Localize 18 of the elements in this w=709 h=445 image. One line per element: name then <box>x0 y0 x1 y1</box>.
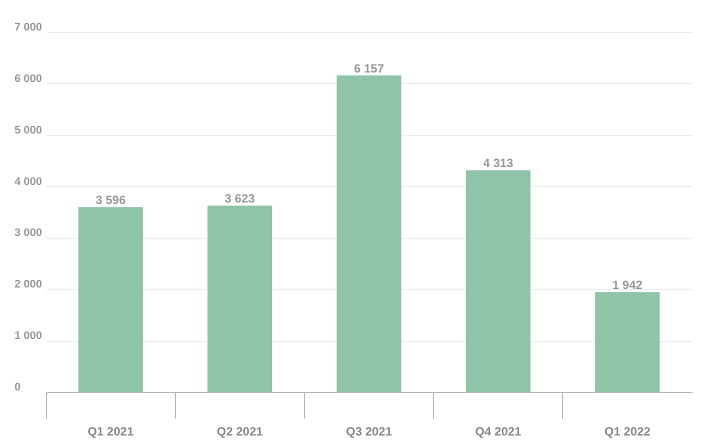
data-label: 3 596 <box>96 193 126 208</box>
y-tick-label: 4 000 <box>14 176 42 188</box>
x-tick-label: Q3 2021 <box>346 424 392 438</box>
y-tick-label: 1 000 <box>14 330 42 342</box>
data-label: 1 942 <box>612 278 643 292</box>
x-tick-label: Q4 2021 <box>475 424 522 438</box>
data-label: 6 157 <box>354 61 384 76</box>
x-tick-label: Q2 2021 <box>216 424 264 438</box>
data-label: 3 623 <box>224 192 256 206</box>
y-tick-label: 5 000 <box>14 124 42 136</box>
data-label: 4 313 <box>483 156 514 170</box>
y-tick-label: 6 000 <box>14 72 42 85</box>
y-tick-label: 2 000 <box>14 278 42 291</box>
y-tick-label: 7 000 <box>14 22 42 34</box>
y-tick-label: 3 000 <box>14 227 42 240</box>
x-tick-label: Q1 2021 <box>88 424 134 438</box>
y-tick-label: 0 <box>14 382 21 394</box>
x-tick-label: Q1 2022 <box>604 424 651 438</box>
